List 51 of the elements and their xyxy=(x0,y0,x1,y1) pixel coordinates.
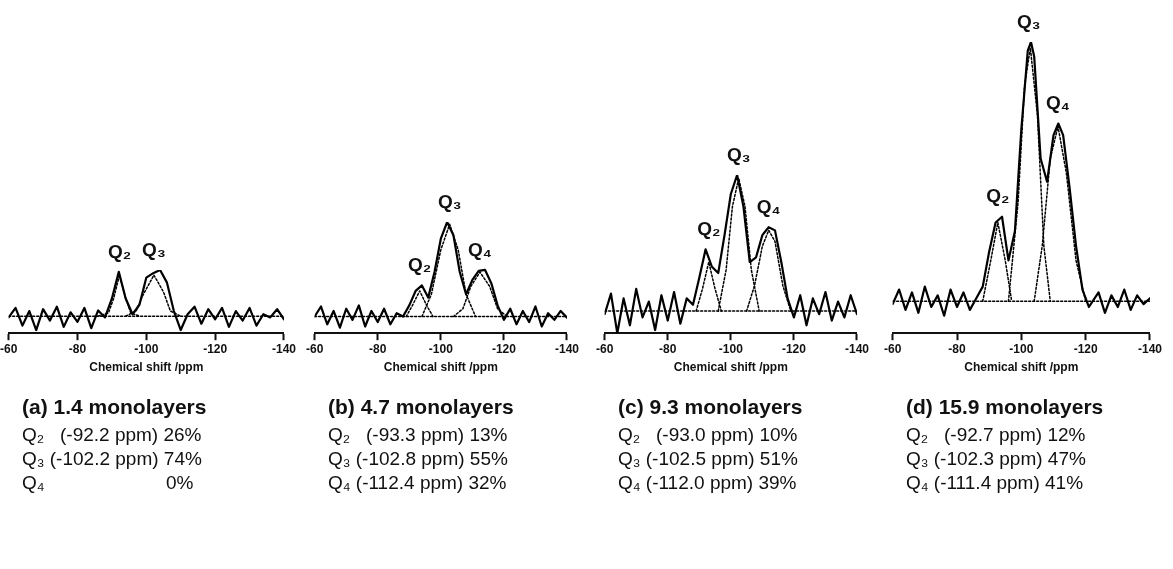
text: Q₄ (-112.4 ppm) 32% xyxy=(328,472,507,493)
text: Q₂ (-92.2 ppm) 26% xyxy=(22,423,203,447)
x-tick-label: -60 xyxy=(884,341,902,356)
annotation: Q₃ xyxy=(1016,10,1041,32)
annotation: Q₂ xyxy=(107,240,132,262)
annotation: Q₃ xyxy=(726,143,751,165)
text: Q₂ (-93.3 ppm) 13% xyxy=(328,424,508,445)
text: Q₃ (-102.3 ppm) 47% xyxy=(906,447,1087,471)
x-tick-label: -100 xyxy=(428,341,454,356)
text: Q₄ (-111.4 ppm) 41% xyxy=(906,471,1085,495)
text: Q₄ (-112.0 ppm) 39% xyxy=(618,472,797,493)
annotation: Q₃ xyxy=(437,190,462,212)
x-tick-label: -140 xyxy=(554,341,580,356)
text: (c) 9.3 monolayers xyxy=(618,395,803,418)
x-axis-title: Chemical shift /ppm xyxy=(673,360,788,375)
annotation: Q₂ xyxy=(986,185,1010,207)
x-tick-label: -140 xyxy=(1137,341,1163,356)
text: Q₃ (-102.5 ppm) 51% xyxy=(618,448,798,469)
x-axis-title: Chemical shift /ppm xyxy=(89,360,204,375)
annotation: Q₂ xyxy=(697,218,721,240)
text: (b) 4.7 monolayers xyxy=(328,395,514,418)
x-tick-label: -80 xyxy=(68,341,87,356)
text: Q₃ (-102.8 ppm) 55% xyxy=(328,448,508,469)
text: Q₄ 0% xyxy=(22,471,195,495)
x-tick-label: -60 xyxy=(0,341,18,356)
x-tick-label: -120 xyxy=(781,341,807,356)
x-tick-label: -60 xyxy=(596,341,614,356)
text: (d) 15.9 monolayers xyxy=(906,395,1105,419)
x-tick-label: -100 xyxy=(1009,341,1034,356)
x-tick-label: -120 xyxy=(203,341,228,356)
x-axis-title: Chemical shift /ppm xyxy=(383,360,498,375)
annotation: Q₂ xyxy=(408,254,432,276)
x-tick-label: -80 xyxy=(948,341,966,356)
x-tick-label: -120 xyxy=(491,341,517,356)
text: Q₃ (-102.2 ppm) 74% xyxy=(22,447,203,471)
text: Q₂ (-93.0 ppm) 10% xyxy=(618,424,798,445)
annotation: Q₄ xyxy=(1046,92,1070,114)
text: (a) 1.4 monolayers xyxy=(22,395,208,419)
x-tick-label: -140 xyxy=(271,341,297,356)
text: Q₂ (-92.7 ppm) 12% xyxy=(906,423,1087,447)
annotation: Q₄ xyxy=(468,238,492,260)
x-tick-label: -120 xyxy=(1073,341,1098,356)
x-tick-label: -100 xyxy=(718,341,744,356)
annotation: Q₄ xyxy=(756,195,781,217)
x-tick-label: -80 xyxy=(369,341,387,356)
x-axis-title: Chemical shift /ppm xyxy=(964,360,1079,375)
x-tick-label: -80 xyxy=(659,341,677,356)
x-tick-label: -100 xyxy=(134,341,159,356)
x-tick-label: -60 xyxy=(306,341,324,356)
annotation: Q₃ xyxy=(142,238,166,260)
x-tick-label: -140 xyxy=(844,341,870,356)
